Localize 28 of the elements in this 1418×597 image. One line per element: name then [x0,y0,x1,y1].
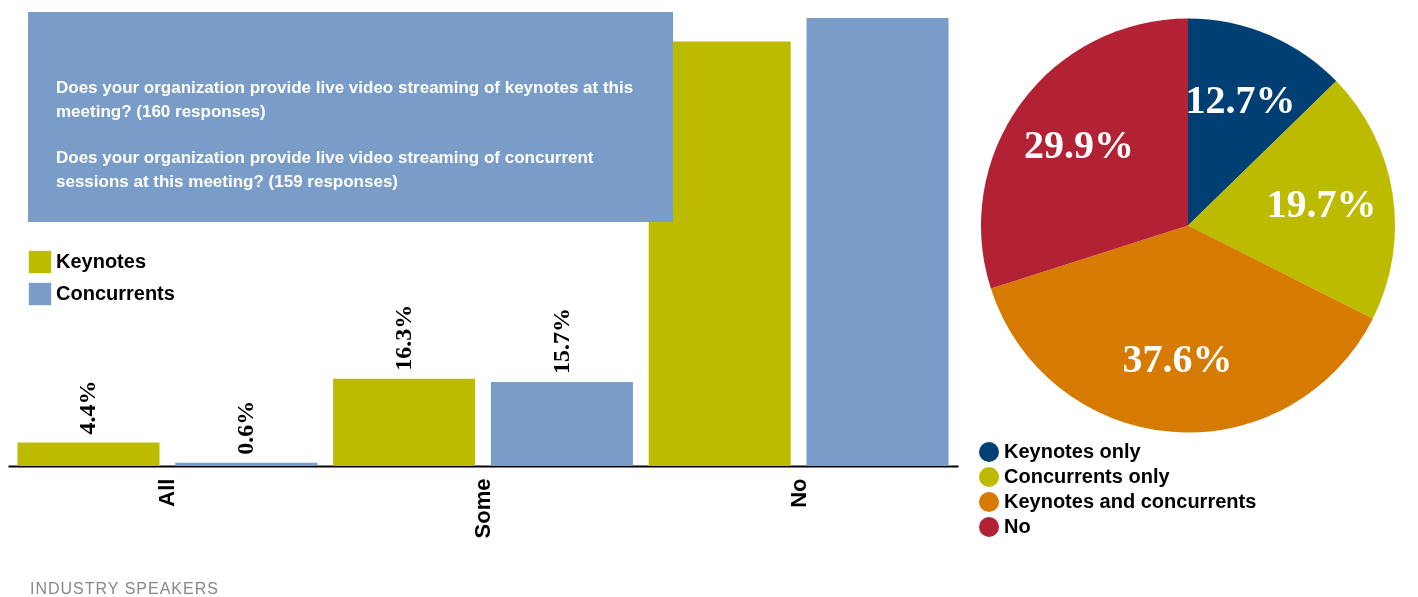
bar [333,378,476,466]
legend-label: Concurrents only [1004,465,1171,487]
pie-slice [1188,81,1395,319]
x-tick-label: All [154,478,180,507]
bar [648,41,791,466]
pie-slice [981,18,1188,289]
legend-label: Concurrents [56,282,175,304]
data-label: 4.4% [74,380,101,435]
legend-label: No [1004,515,1031,537]
text-box: Does your organization provide live video streaming of keynotes at this meeting? (160 responses) Does your organization provide live video streaming of concurrent sessions at this meeting? (159 responses) [28,12,673,222]
legend-label: Keynotes [56,250,147,272]
data-label: 12.7% [1185,77,1296,123]
data-label: 0.6% [232,400,259,455]
legend-label: Keynotes and concurrents [1004,490,1257,512]
bar [806,18,949,466]
bar [175,462,318,466]
x-tick-label: No [785,478,811,508]
data-label: 19.7% [1266,180,1377,226]
data-label: 37.6% [1122,336,1233,382]
text: INDUSTRY SPEAKERS [30,580,219,597]
pie-slice [990,225,1373,433]
data-label: 15.7% [547,307,574,374]
legend-label: Keynotes only [1004,440,1142,462]
bar [490,381,633,466]
data-label: 29.9% [1023,121,1134,167]
data-label: 16.3% [390,304,417,371]
bar [17,442,160,466]
x-tick-label: Some [470,478,495,539]
